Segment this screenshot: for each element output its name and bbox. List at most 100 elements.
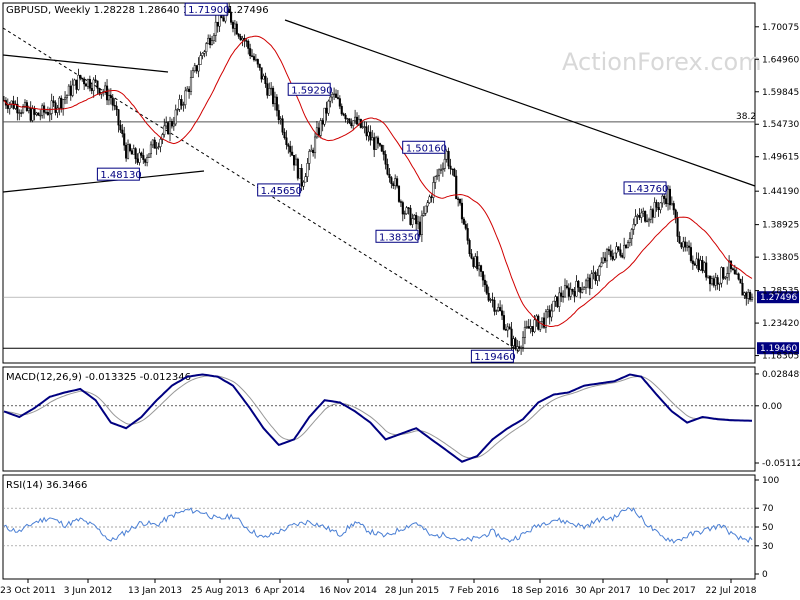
candle-body: [619, 249, 622, 256]
candle-body: [489, 299, 492, 301]
candle-body: [523, 327, 526, 338]
candle-body: [153, 139, 156, 149]
candle-body: [514, 338, 517, 350]
candle-body: [174, 109, 177, 125]
x-tick-label: 18 Sep 2016: [511, 586, 568, 596]
candle-body: [670, 203, 673, 206]
candle-body: [119, 124, 122, 131]
candle-body: [686, 245, 689, 248]
candle-body: [291, 151, 294, 156]
price-y-tick-label: 1.18305: [762, 352, 799, 362]
candle-body: [35, 112, 38, 115]
candle-body: [436, 174, 439, 177]
candle-body: [628, 238, 631, 243]
candle-body: [308, 151, 311, 164]
candle-body: [394, 178, 397, 186]
candle-body: [510, 328, 513, 347]
candle-body: [69, 85, 72, 96]
candle-body: [560, 292, 563, 297]
candle-body: [155, 147, 158, 149]
candle-body: [703, 262, 706, 272]
candle-body: [596, 275, 599, 281]
candle-body: [529, 326, 532, 329]
candle-body: [718, 282, 721, 285]
candle-body: [518, 346, 521, 349]
candle-body: [451, 168, 454, 170]
candle-body: [565, 285, 568, 289]
candle-body: [289, 146, 292, 153]
rsi-label: RSI(14) 36.3466: [6, 480, 87, 491]
candle-body: [287, 144, 290, 147]
x-tick-label: 23 Oct 2011: [0, 586, 56, 596]
candle-body: [747, 292, 750, 299]
candle-body: [741, 282, 744, 296]
candle-body: [653, 202, 656, 218]
candle-body: [733, 269, 736, 275]
candle-body: [210, 40, 214, 45]
candle-body: [79, 74, 82, 79]
candle-body: [159, 139, 162, 147]
candle-body: [254, 59, 257, 61]
candle-body: [279, 118, 282, 121]
pivot-label-box: [96, 167, 140, 181]
candle-body: [182, 104, 185, 106]
candle-body: [207, 37, 210, 44]
candle-body: [388, 173, 391, 178]
candle-body: [292, 154, 296, 166]
candle-body: [54, 102, 57, 113]
candle-body: [695, 258, 698, 266]
support-label-box: [757, 342, 799, 355]
macd-y-tick-label: 0.028489: [762, 370, 800, 380]
candle-body: [457, 198, 460, 200]
candle-body: [642, 210, 645, 214]
candle-body: [85, 83, 88, 87]
candle-body: [273, 96, 277, 105]
candle-body: [479, 265, 483, 272]
trendline-lower-left: [2, 170, 205, 193]
candle-body: [315, 127, 318, 138]
candle-body: [260, 67, 263, 80]
candle-body: [186, 88, 189, 92]
candle-body: [554, 296, 557, 302]
candle-body: [716, 277, 719, 285]
candle-body: [705, 262, 708, 278]
candle-body: [340, 105, 343, 115]
pivot-label-box: [184, 2, 228, 16]
candle-body: [50, 100, 53, 114]
candle-body: [109, 95, 112, 99]
candle-body: [165, 122, 168, 127]
candle-body: [548, 309, 551, 318]
candle-body: [22, 106, 25, 114]
x-tick-label: 13 Jan 2013: [128, 586, 182, 596]
candle-body: [542, 317, 546, 328]
candle-body: [502, 315, 505, 330]
candle-body: [497, 307, 500, 311]
candle-body: [48, 113, 51, 116]
candle-body: [178, 99, 181, 110]
candle-body: [468, 240, 471, 255]
candle-body: [417, 221, 420, 225]
candle-body: [672, 203, 675, 211]
candle-body: [649, 209, 652, 220]
candle-body: [281, 118, 284, 133]
candle-body: [355, 116, 359, 125]
price-y-tick-label: 1.70075: [762, 23, 799, 33]
price-y-tick-label: 1.54730: [762, 120, 799, 130]
candle-body: [203, 51, 206, 54]
candle-body: [392, 183, 395, 186]
candle-body: [20, 112, 23, 114]
candle-body: [272, 87, 275, 105]
candle-body: [16, 103, 19, 114]
price-axis: 1.70075 1.64960 1.59845 1.54730 1.49615 1.441…: [755, 23, 799, 362]
candle-body: [27, 108, 30, 111]
current-price-label: 1.27496: [760, 293, 797, 303]
candle-body: [373, 137, 376, 150]
candle-body: [197, 64, 200, 72]
candle-body: [371, 137, 374, 141]
candle-body: [478, 265, 481, 270]
candle-body: [235, 23, 238, 35]
candle-body: [241, 38, 244, 41]
candle-body: [592, 272, 595, 274]
candle-body: [443, 158, 446, 169]
candle-body: [693, 263, 696, 266]
